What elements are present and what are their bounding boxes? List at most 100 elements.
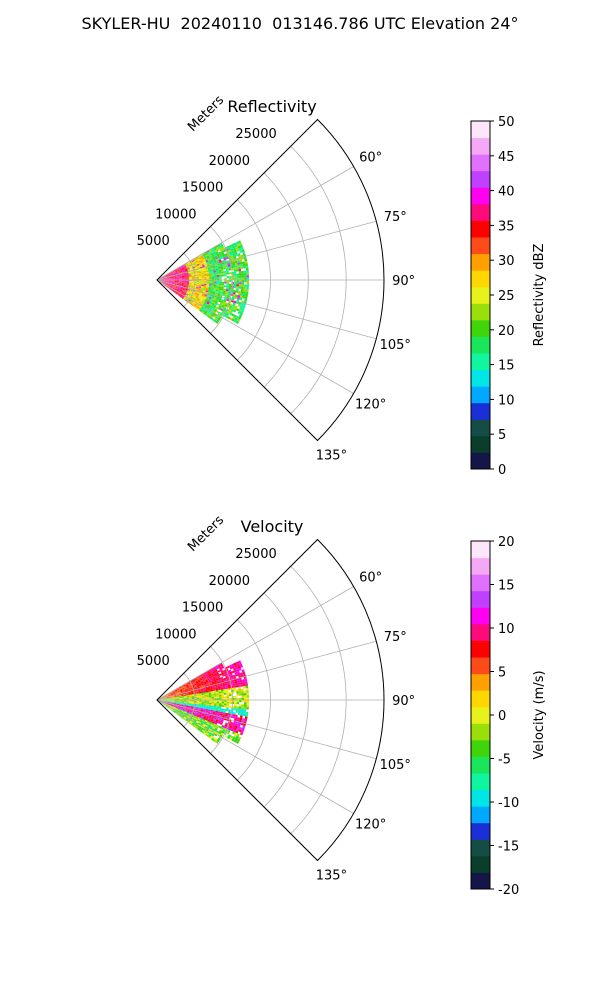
colorbar-swatch xyxy=(471,435,490,453)
data-cell xyxy=(220,719,224,722)
data-cell xyxy=(223,677,227,681)
data-cell xyxy=(213,739,217,743)
data-cell xyxy=(163,282,167,284)
data-cell xyxy=(204,714,208,717)
colorbar-swatch xyxy=(471,739,490,757)
data-cell xyxy=(201,721,205,724)
data-cell xyxy=(227,264,231,267)
data-cell xyxy=(211,277,215,279)
data-cell xyxy=(245,683,249,686)
data-cell xyxy=(224,304,228,307)
data-cell xyxy=(176,704,179,706)
data-cell xyxy=(214,702,217,705)
data-cell xyxy=(213,246,217,250)
data-cell xyxy=(207,731,211,734)
data-cell xyxy=(221,703,225,706)
data-cell xyxy=(212,299,216,303)
data-cell xyxy=(188,704,192,706)
data-cell xyxy=(189,280,192,282)
data-cell xyxy=(163,276,167,278)
data-cell xyxy=(201,676,205,679)
data-cell xyxy=(171,697,175,699)
data-cell xyxy=(194,684,197,687)
data-cell xyxy=(202,258,206,261)
data-cell xyxy=(172,286,176,288)
data-cell xyxy=(197,723,201,726)
data-cell xyxy=(190,287,194,289)
data-cell xyxy=(235,241,239,245)
data-cell xyxy=(185,706,189,708)
data-cell xyxy=(207,252,211,256)
colorbar-swatch xyxy=(471,452,490,470)
data-cell xyxy=(221,698,225,700)
data-cell xyxy=(198,707,201,710)
data-cell xyxy=(216,700,220,702)
data-cell xyxy=(232,724,236,728)
data-cell xyxy=(163,275,166,277)
data-cell xyxy=(171,698,175,700)
data-cell xyxy=(238,290,241,294)
data-cell xyxy=(198,694,202,696)
data-cell xyxy=(204,721,207,724)
data-cell xyxy=(187,715,191,718)
data-cell xyxy=(205,259,209,262)
data-cell xyxy=(207,290,211,293)
data-cell xyxy=(228,272,232,275)
data-cell xyxy=(209,295,212,298)
data-cell xyxy=(189,302,192,305)
data-cell xyxy=(218,311,222,315)
data-cell xyxy=(212,290,216,293)
data-cell xyxy=(173,703,177,705)
data-cell xyxy=(201,684,205,687)
data-cell xyxy=(220,250,224,254)
azimuth-tick-label: 75° xyxy=(384,210,407,225)
data-cell xyxy=(191,702,195,704)
data-cell xyxy=(183,266,187,268)
data-cell xyxy=(201,275,205,277)
data-cell xyxy=(196,683,200,686)
data-cell xyxy=(199,276,202,278)
data-cell xyxy=(208,728,212,732)
data-cell xyxy=(193,262,197,265)
data-cell xyxy=(217,686,221,689)
data-cell xyxy=(176,283,179,285)
data-cell xyxy=(202,304,206,308)
data-cell xyxy=(217,266,221,269)
data-cell xyxy=(198,689,201,692)
data-cell xyxy=(186,273,189,275)
data-cell xyxy=(238,273,242,276)
data-cell xyxy=(240,264,244,267)
data-cell xyxy=(220,267,224,270)
data-cell xyxy=(181,277,185,279)
data-cell xyxy=(230,728,234,732)
data-cell xyxy=(191,704,194,706)
data-cell xyxy=(196,678,200,681)
data-cell xyxy=(171,277,175,279)
data-cell xyxy=(200,308,203,311)
data-cell xyxy=(166,283,169,285)
data-cell xyxy=(196,295,199,298)
data-cell xyxy=(169,278,172,280)
data-cell xyxy=(212,266,216,269)
data-cell xyxy=(196,294,200,297)
data-cell xyxy=(228,287,232,290)
data-cell xyxy=(176,698,180,700)
data-cell xyxy=(202,723,206,727)
azimuth-tick-label: 105° xyxy=(380,338,411,353)
data-cell xyxy=(182,287,186,290)
data-cell xyxy=(220,288,224,291)
data-cell xyxy=(166,695,169,697)
data-cell xyxy=(179,281,182,283)
data-cell xyxy=(183,712,187,715)
data-cell xyxy=(169,287,172,290)
data-cell xyxy=(208,716,212,720)
data-cell xyxy=(168,703,172,705)
data-cell xyxy=(204,726,208,729)
data-cell xyxy=(198,286,202,289)
data-cell xyxy=(216,276,220,279)
data-cell xyxy=(184,296,187,299)
data-cell xyxy=(208,271,212,274)
data-cell xyxy=(222,685,226,688)
data-cell xyxy=(183,693,187,695)
data-cell xyxy=(219,700,222,702)
